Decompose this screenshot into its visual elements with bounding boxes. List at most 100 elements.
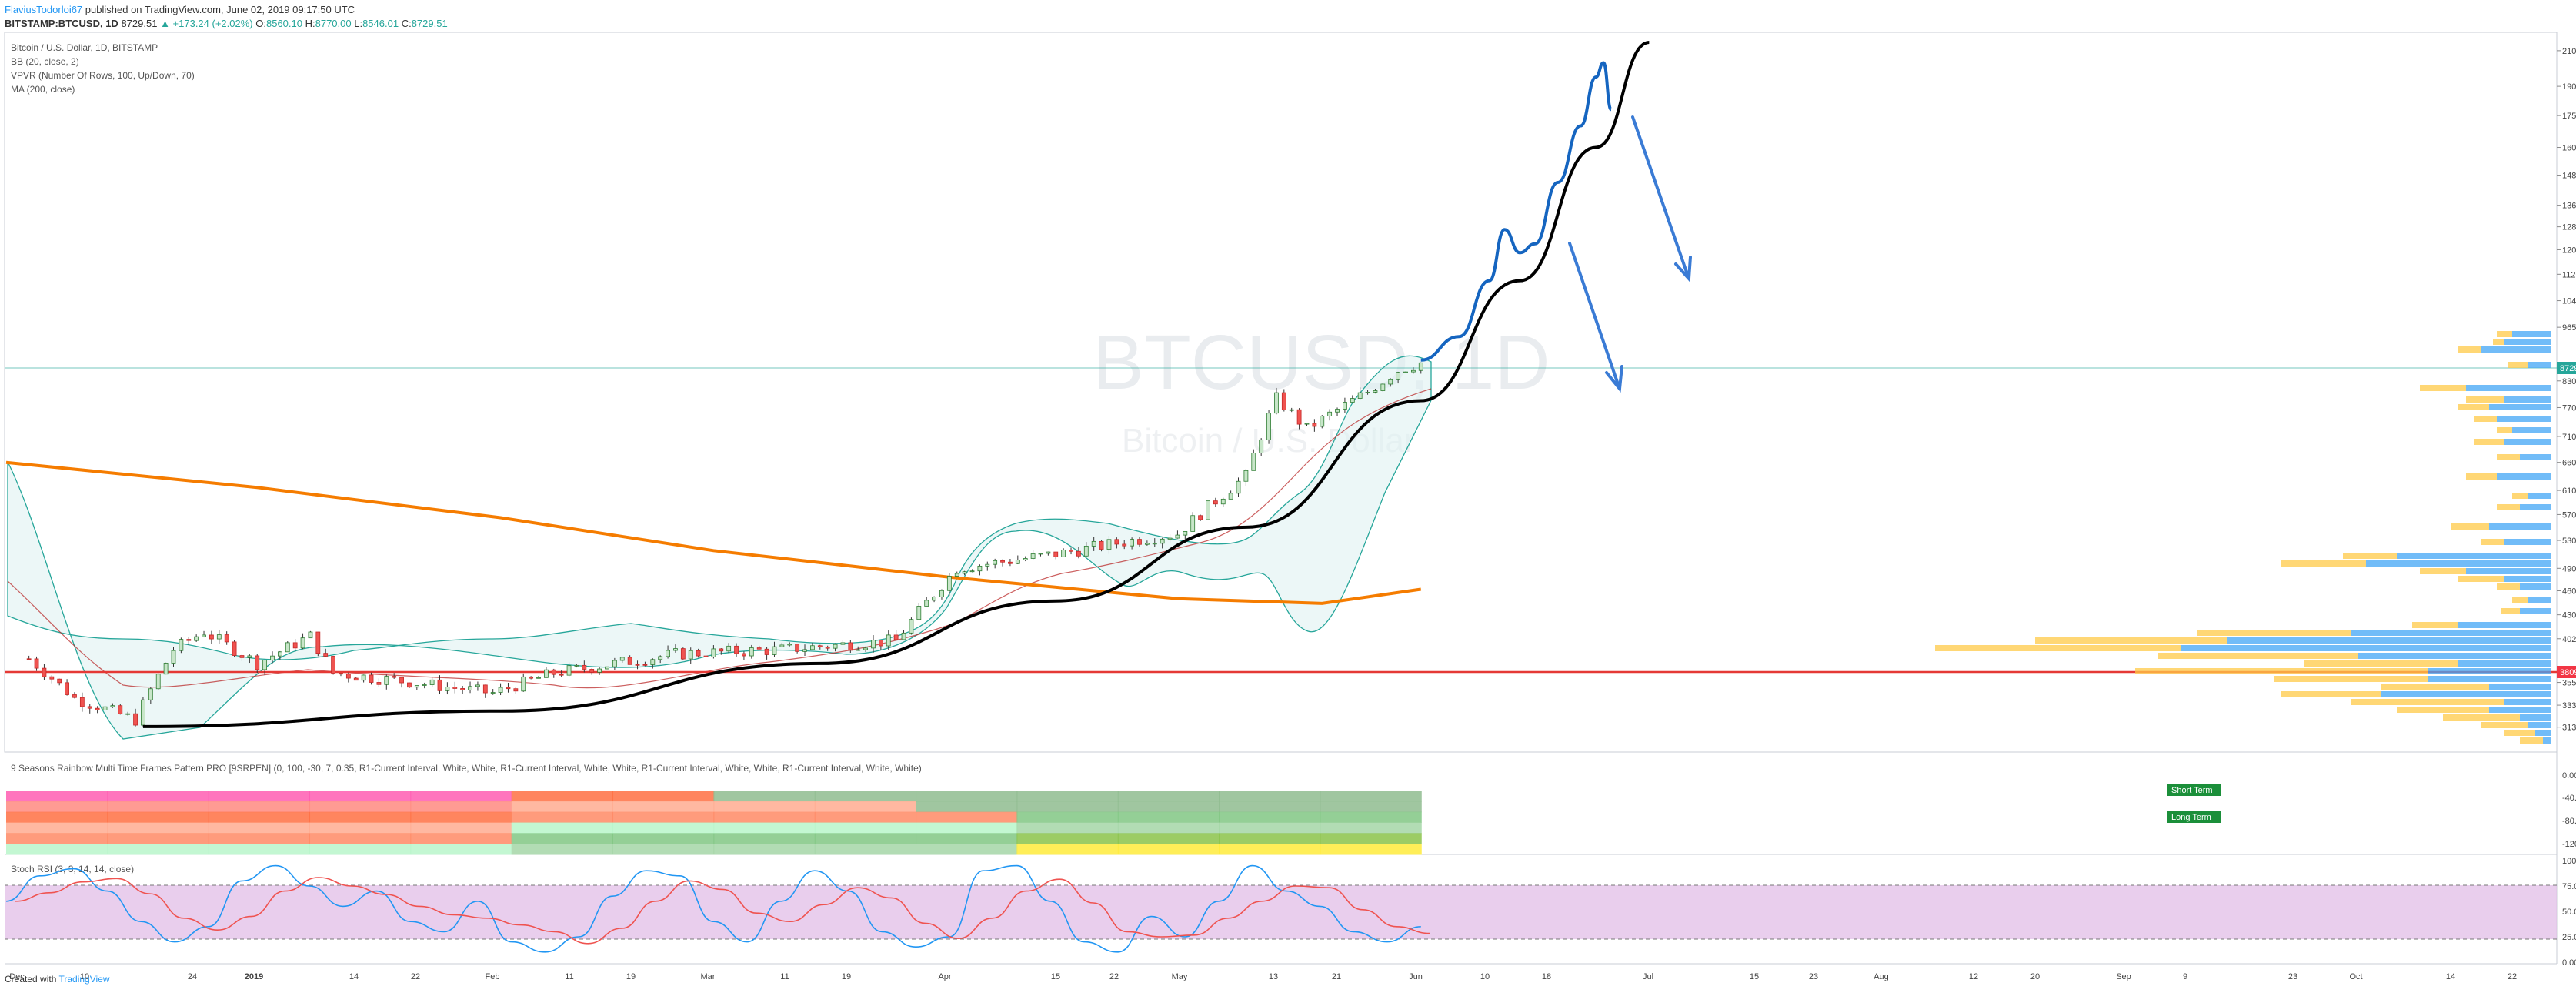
candle-body [589, 669, 595, 673]
author-link[interactable]: FlaviusTodorloi67 [5, 4, 83, 15]
candle-body [1023, 558, 1028, 560]
candle-body [1418, 362, 1423, 371]
candle-body [277, 651, 282, 657]
candle-body [703, 655, 709, 657]
candle-body [1320, 416, 1325, 427]
rainbow-band [814, 811, 917, 823]
time-tick-label: 2019 [245, 972, 263, 981]
vp-down-bar [2497, 504, 2520, 510]
candle-body [597, 668, 602, 673]
time-tick-label: 14 [2446, 972, 2455, 981]
candle-body [194, 636, 199, 641]
rainbow-band [208, 833, 311, 844]
candle-body [1061, 549, 1066, 557]
candle-body [133, 713, 138, 726]
price-tick-label: 7100.00 [2562, 433, 2576, 442]
rainbow-band [410, 833, 512, 844]
candle-body [285, 642, 290, 653]
vp-up-bar [2466, 385, 2551, 391]
price-tick-label: 5300.00 [2562, 537, 2576, 546]
price-tick-label: 4300.00 [2562, 611, 2576, 620]
candle-body [1175, 534, 1180, 539]
time-tick-label: 10 [80, 972, 89, 981]
candle-body [1312, 423, 1317, 427]
rainbow-band [6, 791, 108, 802]
price-axis[interactable]: 21000.00 19000.00 17500.00 16000.00 14800.00… [2557, 47, 2576, 733]
vp-down-bar [2512, 493, 2528, 499]
rainbow-band [1219, 844, 1321, 855]
vp-down-bar [2304, 660, 2458, 667]
candle-body [361, 674, 366, 681]
time-tick-label: 9 [2183, 972, 2187, 981]
candle-body [635, 664, 640, 666]
candle-body [650, 659, 656, 665]
long-term-label: Long Term [2171, 813, 2211, 822]
tradingview-logo[interactable]: TradingView [58, 974, 110, 985]
rainbow-band [511, 822, 614, 834]
vp-down-bar [2458, 404, 2489, 410]
rainbow-band [511, 801, 614, 813]
candle-body [1030, 553, 1036, 559]
rainbow-band [511, 811, 614, 823]
rainbow-band [208, 801, 311, 813]
rainbow-band [410, 791, 512, 802]
candles [26, 362, 1423, 727]
publish-info: published on TradingView.com, June 02, 2… [85, 4, 355, 15]
price-change: ▲ +173.24 (+2.02%) [160, 18, 253, 29]
candle-body [1091, 540, 1096, 547]
candle-body [339, 673, 343, 675]
candle-body [513, 688, 519, 692]
rainbow-band [410, 844, 512, 855]
rainbow-band [1016, 822, 1119, 834]
vp-up-bar [2520, 583, 2551, 590]
rainbow-band [107, 822, 209, 834]
candle-body [734, 645, 739, 654]
vp-up-bar [2181, 645, 2551, 651]
candle-body [795, 644, 800, 652]
candle-body [1106, 539, 1112, 550]
rainbow-band [511, 833, 614, 844]
candle-body [1236, 480, 1241, 494]
candle-body [787, 644, 792, 646]
candle-body [26, 658, 32, 660]
time-axis[interactable]: Dec 10 24 2019 14 22 Feb 11 19 Mar 11 19 Apr 15 22 May 1… [9, 972, 2517, 981]
rainbow-band [1320, 801, 1422, 813]
candle-body [414, 684, 419, 688]
footer: Created with TradingView [5, 974, 110, 985]
rainbow-band [309, 844, 412, 855]
vp-down-bar [2135, 668, 2428, 674]
candle-body [323, 653, 329, 657]
high-value: 8770.00 [315, 18, 352, 29]
price-tick-label: 21000.00 [2562, 47, 2576, 56]
vp-up-bar [2481, 346, 2551, 353]
time-tick-label: 10 [1480, 972, 1490, 981]
low-value: 8546.01 [362, 18, 399, 29]
vp-up-bar [2528, 362, 2551, 368]
rainbow-band [6, 844, 108, 855]
vp-up-bar [2227, 637, 2551, 644]
candle-body [1281, 392, 1286, 410]
rainbow-band [309, 822, 412, 834]
candle-body [1198, 515, 1203, 520]
candle-body [1274, 392, 1279, 414]
chart-header: FlaviusTodorloi67 published on TradingVi… [5, 3, 448, 31]
vp-down-bar [2351, 699, 2504, 705]
time-tick-label: 15 [1750, 972, 1759, 981]
vp-down-bar [2343, 553, 2397, 559]
vp-up-bar [2504, 539, 2551, 545]
price-tick-label: 16000.00 [2562, 144, 2576, 153]
rainbow-band [713, 811, 816, 823]
price-tick-label: 4900.00 [2562, 564, 2576, 573]
vp-down-bar [2481, 722, 2528, 728]
vp-down-bar [2458, 576, 2504, 582]
rainbow-band [107, 844, 209, 855]
candle-body [79, 697, 85, 707]
price-tick-label: 11200.00 [2562, 270, 2576, 279]
candle-body [1373, 390, 1378, 393]
legend-ma: MA (200, close) [11, 84, 75, 95]
vp-up-bar [2497, 473, 2551, 480]
vp-up-bar [2428, 676, 2551, 682]
candle-body [300, 637, 305, 649]
candle-body [878, 640, 883, 647]
